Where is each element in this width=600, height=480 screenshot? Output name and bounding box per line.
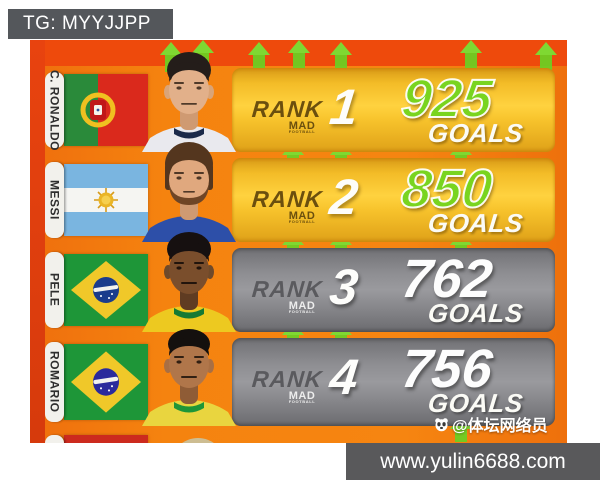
panda-icon bbox=[435, 417, 448, 431]
player-photo-romario bbox=[134, 314, 244, 426]
rank-row-1: RANK MAD FOOTBALL 1 925 GOALS bbox=[30, 52, 567, 152]
rank-row-2: RANK MAD FOOTBALL 2 850 GOALS bbox=[30, 142, 567, 242]
goals-label: GOALS bbox=[426, 298, 525, 328]
player-name-pill: ROMARIO bbox=[45, 342, 64, 422]
creator-watermark-label: @体坛网络员 bbox=[452, 418, 548, 435]
player-photo-pele bbox=[134, 220, 244, 332]
player-photo-partial bbox=[148, 432, 248, 443]
rank-row-5-partial bbox=[30, 430, 567, 443]
site-url-watermark: www.yulin6688.com bbox=[346, 443, 600, 480]
portugal-flag bbox=[64, 74, 148, 146]
creator-watermark: @体坛网络员 bbox=[434, 412, 548, 436]
player-name-pill-partial bbox=[45, 435, 64, 443]
rank-label: RANK bbox=[250, 366, 324, 392]
goal-ranking-poster: RANK MAD FOOTBALL 1 925 GOALS bbox=[30, 40, 567, 443]
argentina-flag bbox=[64, 164, 148, 236]
mad-football-logo: MAD FOOTBALL bbox=[288, 120, 316, 135]
player-name: PELE bbox=[47, 273, 62, 307]
rank-banner: RANK MAD FOOTBALL 3 762 GOALS bbox=[232, 248, 555, 332]
player-name-pill: MESSI bbox=[45, 162, 64, 238]
rank-row-4: RANK MAD FOOTBALL 4 756 GOALS bbox=[30, 329, 567, 426]
player-photo-messi bbox=[134, 130, 244, 242]
rank-label: RANK bbox=[250, 96, 324, 122]
rank-number: 2 bbox=[327, 169, 361, 225]
rank-row-3: RANK MAD FOOTBALL 3 762 GOALS bbox=[30, 232, 567, 332]
player-name-pill: C. RONALDO bbox=[45, 69, 64, 151]
telegram-watermark: TG: MYYJJPP bbox=[8, 9, 173, 39]
goals-label: GOALS bbox=[426, 118, 525, 148]
flag-partial bbox=[64, 435, 148, 443]
rank-label: RANK bbox=[250, 276, 324, 302]
player-photo-ronaldo bbox=[134, 40, 244, 152]
rank-number: 1 bbox=[327, 79, 361, 135]
player-name-pill: PELE bbox=[45, 252, 64, 328]
goals-label: GOALS bbox=[426, 208, 525, 238]
up-arrow-icon bbox=[330, 42, 352, 72]
mad-football-logo: MAD FOOTBALL bbox=[288, 210, 316, 225]
up-arrow-icon bbox=[248, 42, 270, 72]
mad-football-logo: MAD FOOTBALL bbox=[288, 390, 316, 405]
rank-number: 4 bbox=[327, 349, 361, 405]
player-name: C. RONALDO bbox=[47, 69, 62, 151]
mad-football-logo: MAD FOOTBALL bbox=[288, 300, 316, 315]
telegram-watermark-label: TG: MYYJJPP bbox=[23, 13, 151, 34]
up-arrow-icon bbox=[535, 42, 557, 72]
player-name: ROMARIO bbox=[47, 351, 62, 413]
poster-left-edge bbox=[30, 40, 45, 443]
site-url-label: www.yulin6688.com bbox=[380, 449, 566, 473]
rank-banner: RANK MAD FOOTBALL 2 850 GOALS bbox=[232, 158, 555, 242]
rank-label: RANK bbox=[250, 186, 324, 212]
rank-number: 3 bbox=[327, 259, 361, 315]
player-name: MESSI bbox=[47, 180, 62, 220]
brazil-flag bbox=[64, 344, 148, 420]
rank-banner: RANK MAD FOOTBALL 1 925 GOALS bbox=[232, 68, 555, 152]
rank-banner: RANK MAD FOOTBALL 4 756 GOALS bbox=[232, 338, 555, 426]
brazil-flag bbox=[64, 254, 148, 326]
